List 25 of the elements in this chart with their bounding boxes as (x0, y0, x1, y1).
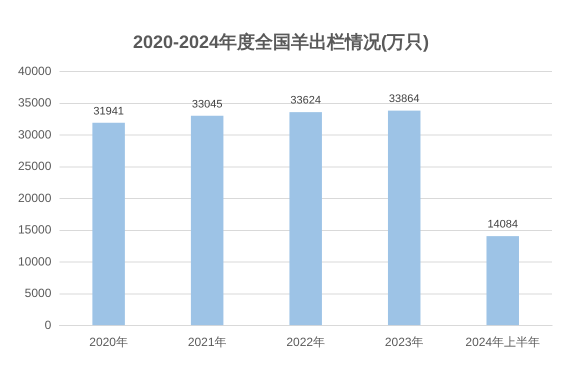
y-tick-label: 30000 (18, 127, 52, 142)
bar (289, 112, 322, 326)
data-label: 33045 (192, 98, 222, 110)
y-tick-label: 20000 (18, 190, 52, 205)
y-tick-label: 40000 (18, 64, 52, 78)
y-tick-label: 25000 (18, 159, 52, 174)
y-tick-label: 35000 (18, 96, 52, 110)
data-label: 31941 (93, 105, 124, 118)
y-tick-label: 15000 (18, 222, 52, 237)
x-tick-label: 2023年 (384, 335, 424, 350)
x-tick-label: 2024年上半年 (465, 335, 540, 350)
bar (486, 236, 519, 326)
y-tick-label: 10000 (18, 254, 52, 268)
data-label: 33624 (290, 94, 321, 107)
y-tick-label: 0 (44, 318, 52, 332)
data-label: 14084 (487, 218, 518, 231)
x-tick-label: 2021年 (188, 335, 227, 350)
bar (190, 116, 224, 326)
data-label: 33864 (388, 93, 420, 106)
x-tick-label: 2020年 (89, 335, 128, 350)
bar (92, 122, 125, 326)
bar (388, 110, 420, 326)
y-tick-label: 5000 (24, 286, 52, 300)
chart-title: 2020-2024年度全国羊出栏情况(万只) (132, 32, 430, 52)
x-tick-label: 2022年 (286, 335, 326, 350)
